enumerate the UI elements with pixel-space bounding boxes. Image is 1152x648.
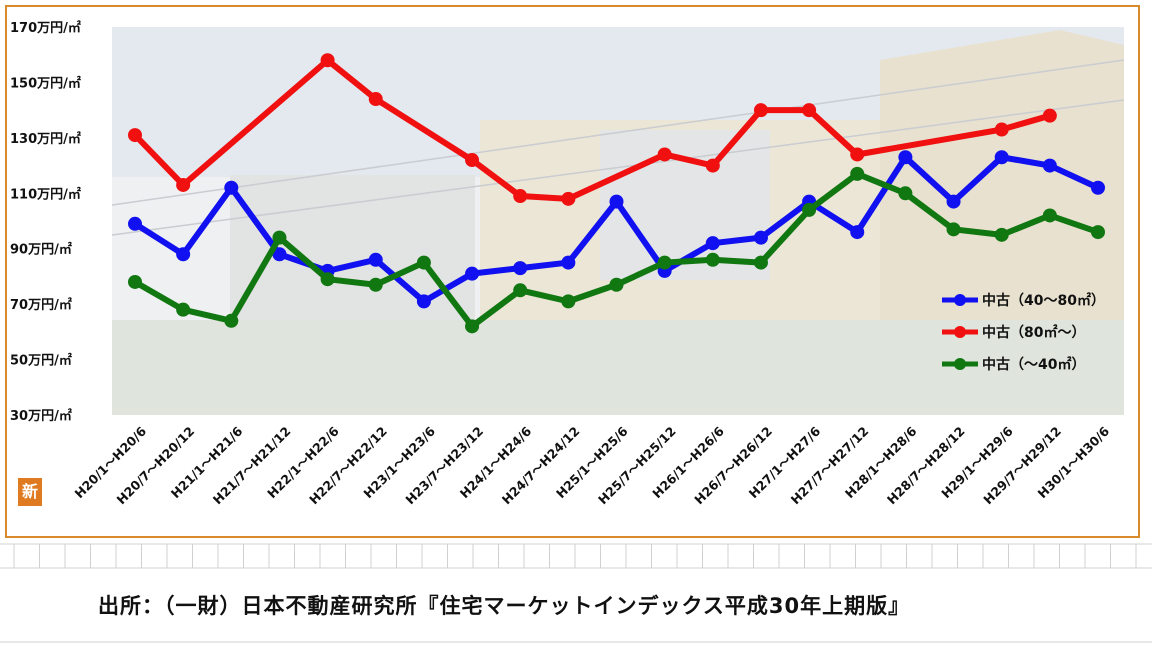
data-point xyxy=(224,180,239,195)
data-point xyxy=(465,319,480,334)
y-tick-label: 50万円/㎡ xyxy=(10,353,72,369)
data-point xyxy=(1091,225,1105,240)
data-point xyxy=(705,158,720,173)
data-point xyxy=(224,313,239,328)
data-point xyxy=(561,294,576,309)
data-point xyxy=(272,247,287,262)
data-point xyxy=(1042,208,1057,223)
y-tick-label: 150万円/㎡ xyxy=(10,75,81,91)
data-point xyxy=(850,166,865,181)
data-point xyxy=(320,272,335,287)
data-point xyxy=(1042,158,1057,173)
data-point xyxy=(561,255,576,270)
data-point xyxy=(657,147,672,162)
building-right xyxy=(880,30,1124,415)
data-point xyxy=(128,274,142,289)
building-glass xyxy=(600,130,770,280)
data-point xyxy=(850,225,865,240)
data-point xyxy=(368,277,383,292)
data-point xyxy=(513,189,528,204)
data-point xyxy=(753,230,768,245)
legend-marker xyxy=(954,358,966,370)
legend-label: 中古（～40㎡） xyxy=(982,356,1085,373)
y-tick-label: 90万円/㎡ xyxy=(10,242,72,258)
data-point xyxy=(128,216,142,231)
data-point xyxy=(753,103,768,118)
data-point xyxy=(802,103,817,118)
line-chart: 170万円/㎡ 150万円/㎡ 130万円/㎡ 110万円/㎡ 90万円/㎡ 70万円/㎡… xyxy=(10,20,1125,507)
data-point xyxy=(946,194,961,209)
data-point xyxy=(802,202,817,217)
data-point xyxy=(368,252,383,267)
legend-marker xyxy=(954,294,966,306)
data-point xyxy=(609,194,624,209)
y-tick-label: 110万円/㎡ xyxy=(10,186,81,202)
data-point xyxy=(513,283,528,298)
data-point xyxy=(272,230,287,245)
data-point xyxy=(898,150,913,165)
y-tick-label: 130万円/㎡ xyxy=(10,131,81,147)
data-point xyxy=(994,227,1009,242)
new-badge-logo: 新 xyxy=(18,478,42,506)
data-point xyxy=(128,128,142,143)
data-point xyxy=(705,236,720,251)
data-point xyxy=(609,277,624,292)
data-point xyxy=(705,252,720,267)
data-point xyxy=(368,92,383,107)
data-point xyxy=(946,222,961,237)
power-line xyxy=(111,99,1125,236)
data-point xyxy=(416,294,431,309)
data-point xyxy=(416,255,431,270)
source-citation: 出所：（一財）日本不動産研究所『住宅マーケットインデックス平成30年上期版』 xyxy=(98,594,911,618)
data-point xyxy=(898,186,913,201)
data-point xyxy=(176,302,191,317)
legend-label: 中古（80㎡～） xyxy=(982,324,1085,341)
data-point xyxy=(176,177,191,192)
data-point xyxy=(657,255,672,270)
data-point xyxy=(465,153,480,168)
power-line xyxy=(111,59,1125,206)
data-point xyxy=(513,261,528,276)
legend-marker xyxy=(954,326,966,338)
legend-label: 中古（40～80㎡） xyxy=(982,292,1105,309)
background-grid xyxy=(0,543,1152,643)
series-line xyxy=(132,57,1051,202)
data-point xyxy=(561,191,576,206)
y-tick-label: 70万円/㎡ xyxy=(10,297,72,313)
data-point xyxy=(1091,180,1105,195)
data-point xyxy=(753,255,768,270)
data-point xyxy=(320,53,335,68)
y-tick-label: 30万円/㎡ xyxy=(10,408,72,424)
data-point xyxy=(176,247,191,262)
data-point xyxy=(850,147,865,162)
data-point xyxy=(465,266,480,281)
data-point xyxy=(994,150,1009,165)
data-point xyxy=(1042,108,1057,123)
data-point xyxy=(994,122,1009,137)
y-tick-label: 170万円/㎡ xyxy=(10,20,81,36)
